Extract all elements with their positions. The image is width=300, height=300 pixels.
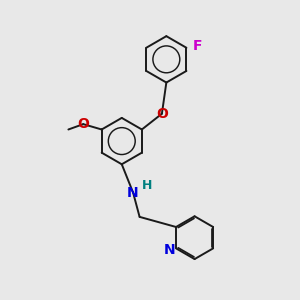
Text: N: N (164, 243, 175, 257)
Text: N: N (127, 185, 139, 200)
Text: O: O (156, 107, 168, 121)
Text: F: F (192, 39, 202, 53)
Text: O: O (77, 117, 89, 131)
Text: H: H (141, 179, 152, 193)
